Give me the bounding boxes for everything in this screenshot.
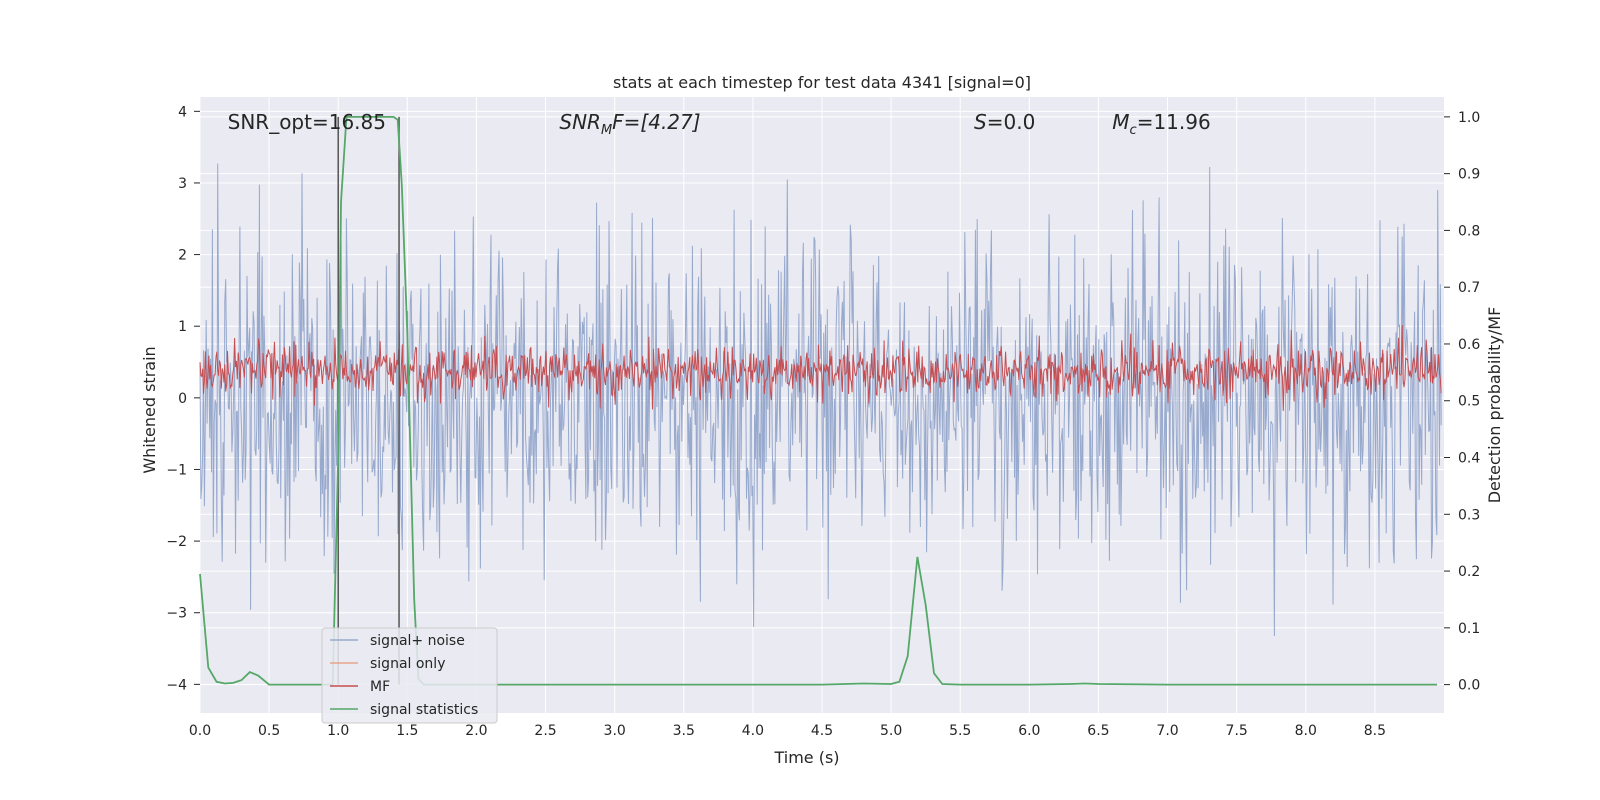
x-tick-label: 7.0 — [1156, 723, 1178, 739]
y2-tick-label: 0.6 — [1458, 337, 1480, 353]
x-tick-label: 2.0 — [465, 723, 487, 739]
y2-tick-label: 0.9 — [1458, 167, 1480, 183]
y-tick-label: 0 — [178, 391, 187, 407]
legend: signal+ noise signal only MF signal stat… — [321, 627, 498, 724]
y2-tick-label: 0.4 — [1458, 451, 1480, 467]
annotation-mc-rest: =11.96 — [1137, 110, 1211, 134]
signal-statistics-series — [199, 116, 1438, 686]
annotation-mc-sub: c — [1130, 123, 1137, 138]
x-tick-label: 1.0 — [327, 723, 349, 739]
annotation-s-base: S — [974, 110, 987, 134]
y-tick-label: −3 — [166, 606, 187, 622]
legend-box — [321, 627, 498, 724]
x-tick-label: 4.0 — [742, 723, 764, 739]
annotation-snr-opt: SNR_opt=16.85 — [228, 110, 386, 134]
tick-labels: 0.0 0.5 1.0 1.5 2.0 2.5 3.0 3.5 4.0 4.5 5.0 5.5 6.0 6… — [166, 104, 1480, 739]
x-tick-label: 8.0 — [1295, 723, 1317, 739]
x-tick-label: 2.5 — [534, 723, 556, 739]
x-tick-label: 3.5 — [673, 723, 695, 739]
annotation-snr-mf-rest: F=[4.27] — [612, 110, 700, 134]
y2-tick-label: 0.1 — [1458, 621, 1480, 637]
y-axis-label: Whitened strain — [140, 346, 159, 473]
y-tick-label: 2 — [178, 248, 187, 264]
chart-title: stats at each timestep for test data 434… — [613, 73, 1031, 92]
y-tick-label: 1 — [178, 319, 187, 335]
x-tick-label: 5.0 — [880, 723, 902, 739]
x-tick-label: 7.5 — [1226, 723, 1248, 739]
y-tick-label: −1 — [166, 462, 187, 478]
annotation-snr-mf: SNRMF=[4.27] — [559, 110, 700, 138]
x-tick-label: 4.5 — [811, 723, 833, 739]
y2-tick-label: 0.0 — [1458, 678, 1480, 694]
y2-tick-label: 0.3 — [1458, 507, 1480, 523]
y-tick-label: −4 — [166, 677, 187, 693]
annotation-mc: Mc=11.96 — [1112, 110, 1210, 138]
annotation-snr-mf-sub: M — [601, 123, 612, 138]
mf-series — [199, 325, 1442, 411]
y-tick-label: −2 — [166, 534, 187, 550]
annotation-s-rest: =0.0 — [987, 110, 1036, 134]
annotation-mc-base: M — [1112, 110, 1129, 134]
y2-tick-label: 0.5 — [1458, 394, 1480, 410]
x-tick-label: 0.5 — [258, 723, 280, 739]
y2-axis-label: Detection probability/MF — [1485, 307, 1504, 504]
y2-tick-label: 0.7 — [1458, 280, 1480, 296]
x-axis-label: Time (s) — [773, 748, 839, 767]
y-tick-label: 3 — [178, 176, 187, 192]
annotation-snr-mf-base: SNR — [559, 110, 601, 134]
x-tick-label: 5.5 — [949, 723, 971, 739]
x-tick-label: 1.5 — [396, 723, 418, 739]
legend-label-signal-statistics: signal statistics — [370, 702, 478, 718]
annotations: SNR_opt=16.85 SNRMF=[4.27] S=0.0 Mc=11.9… — [228, 110, 1211, 138]
legend-label-signal-noise: signal+ noise — [370, 633, 465, 649]
legend-label-mf: MF — [370, 679, 390, 695]
x-tick-label: 6.0 — [1018, 723, 1040, 739]
y2-tick-label: 0.2 — [1458, 564, 1480, 580]
y2-tick-label: 0.8 — [1458, 223, 1480, 239]
y-tick-label: 4 — [178, 104, 187, 120]
y2-tick-label: 1.0 — [1458, 110, 1480, 126]
x-tick-label: 8.5 — [1364, 723, 1386, 739]
signal-noise-series — [199, 163, 1442, 637]
series-layer — [199, 116, 1442, 686]
legend-label-signal-only: signal only — [370, 656, 445, 672]
x-tick-label: 6.5 — [1087, 723, 1109, 739]
x-tick-label: 0.0 — [189, 723, 211, 739]
x-tick-label: 3.0 — [604, 723, 626, 739]
annotation-s: S=0.0 — [974, 110, 1035, 134]
